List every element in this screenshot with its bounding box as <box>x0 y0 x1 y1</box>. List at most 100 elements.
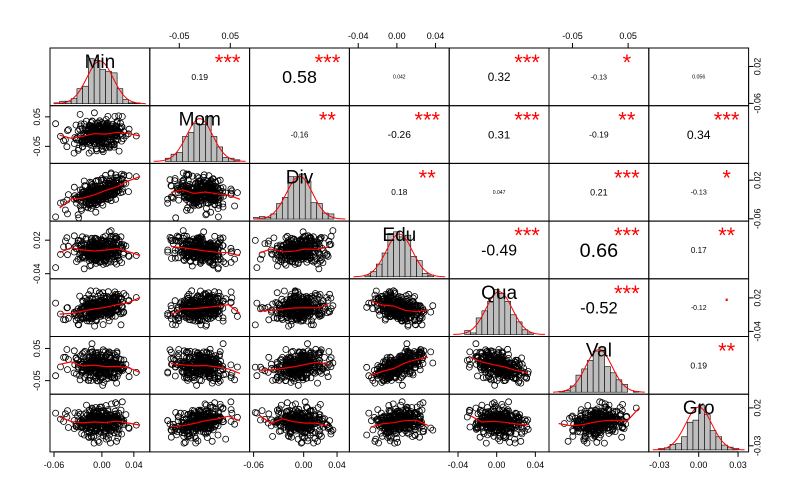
scatter-point <box>219 203 227 211</box>
smooth-line <box>59 131 141 139</box>
scatter-point <box>112 232 119 240</box>
scatter-point <box>327 232 335 240</box>
scatter-point <box>115 112 123 120</box>
scatter-point <box>62 206 69 214</box>
panel-Val-Val: Val <box>548 336 650 395</box>
scatter-point <box>427 308 435 316</box>
histogram-bar <box>421 273 429 278</box>
scatter-point <box>253 372 261 380</box>
scatter-point <box>193 381 201 389</box>
scatter-point <box>118 240 125 248</box>
scatter-point <box>84 204 92 212</box>
scatter-point <box>70 347 78 355</box>
scatter-point <box>214 177 222 185</box>
scatter-point <box>376 311 384 319</box>
scatter-point <box>203 210 211 218</box>
scatter-point <box>113 176 121 184</box>
scatter-point <box>168 182 175 190</box>
scatter-point <box>183 170 191 178</box>
histogram-bar <box>510 314 517 335</box>
scatter-point <box>429 302 437 310</box>
scatter-point <box>63 346 71 353</box>
scatter-point <box>52 372 59 380</box>
histogram-bar <box>99 69 106 105</box>
panel-Div-Mom <box>149 162 251 222</box>
histogram-bar <box>176 152 183 162</box>
scatter-point <box>52 213 59 221</box>
scatter-point <box>105 228 113 236</box>
histogram-bar <box>316 203 323 220</box>
scatter-point <box>108 140 116 148</box>
scatter-point <box>118 113 126 120</box>
scatter-point <box>81 182 89 190</box>
scatter-point <box>125 125 133 133</box>
scatter-point <box>80 265 88 273</box>
scatter-point <box>72 121 80 129</box>
scatter-point <box>113 132 121 140</box>
scatter-point <box>114 434 122 442</box>
panel-Min-Min: Min <box>49 47 151 107</box>
scatter-point <box>76 255 84 263</box>
scatter-point <box>74 211 82 219</box>
scatter-point <box>88 340 96 348</box>
variable-label-Min: Min <box>85 52 116 73</box>
scatter-point <box>65 424 72 431</box>
scatter-point <box>111 258 118 266</box>
scatter-point <box>219 184 227 192</box>
scatter-point <box>111 113 119 120</box>
scatter-point <box>76 111 84 118</box>
scatter-point <box>125 188 132 196</box>
scatter-point <box>87 187 95 195</box>
scatter-point <box>107 232 115 240</box>
panel-Div-Div: Div <box>249 162 350 222</box>
scatter-point <box>99 321 107 329</box>
scatter-point <box>273 262 281 270</box>
scatter-point <box>113 379 120 387</box>
scatter-point <box>111 188 119 196</box>
scatter-point <box>253 264 261 272</box>
scatter-point <box>92 208 100 216</box>
scatter-point <box>204 191 212 198</box>
scatter-point <box>231 202 239 210</box>
histogram-bar <box>222 157 229 162</box>
scatter-point <box>82 234 90 242</box>
scatter-point <box>175 346 183 353</box>
histogram-bar <box>487 301 494 335</box>
scatter-point <box>233 363 241 371</box>
smooth-line <box>170 189 241 200</box>
scatter-point <box>60 243 67 251</box>
scatter-point <box>466 348 474 356</box>
histogram-bar <box>111 72 118 105</box>
scatter-point <box>52 264 59 272</box>
scatter-point <box>95 252 102 260</box>
scatter-point <box>125 172 133 180</box>
scatter-point <box>70 232 78 240</box>
scatter-point <box>194 187 202 195</box>
scatter-point <box>167 193 175 201</box>
scatter-point <box>77 120 85 128</box>
scatter-point <box>117 321 125 329</box>
panel-Div-Min <box>49 162 151 222</box>
scatter-point <box>214 196 222 203</box>
scatter-point <box>171 175 179 182</box>
scatter-point <box>109 252 117 260</box>
scatter-point <box>79 233 86 241</box>
scatter-point <box>52 409 59 417</box>
scatter-point <box>64 210 71 218</box>
density-curve <box>153 118 246 162</box>
scatter-point <box>202 204 210 212</box>
histogram-bar <box>504 301 511 335</box>
histogram-bar <box>322 212 329 220</box>
scatter-point <box>164 199 172 207</box>
scatter-point <box>164 248 172 256</box>
scatter-point <box>99 176 107 184</box>
panel-Val-Edu <box>348 336 450 395</box>
scatter-point <box>233 189 241 197</box>
scatter-point <box>192 195 200 203</box>
density-curve <box>253 175 346 220</box>
scatter-point <box>372 287 380 295</box>
scatter-point <box>227 244 235 252</box>
scatter-point <box>86 133 93 141</box>
scatter-point <box>429 359 437 367</box>
scatter-point <box>93 140 101 148</box>
